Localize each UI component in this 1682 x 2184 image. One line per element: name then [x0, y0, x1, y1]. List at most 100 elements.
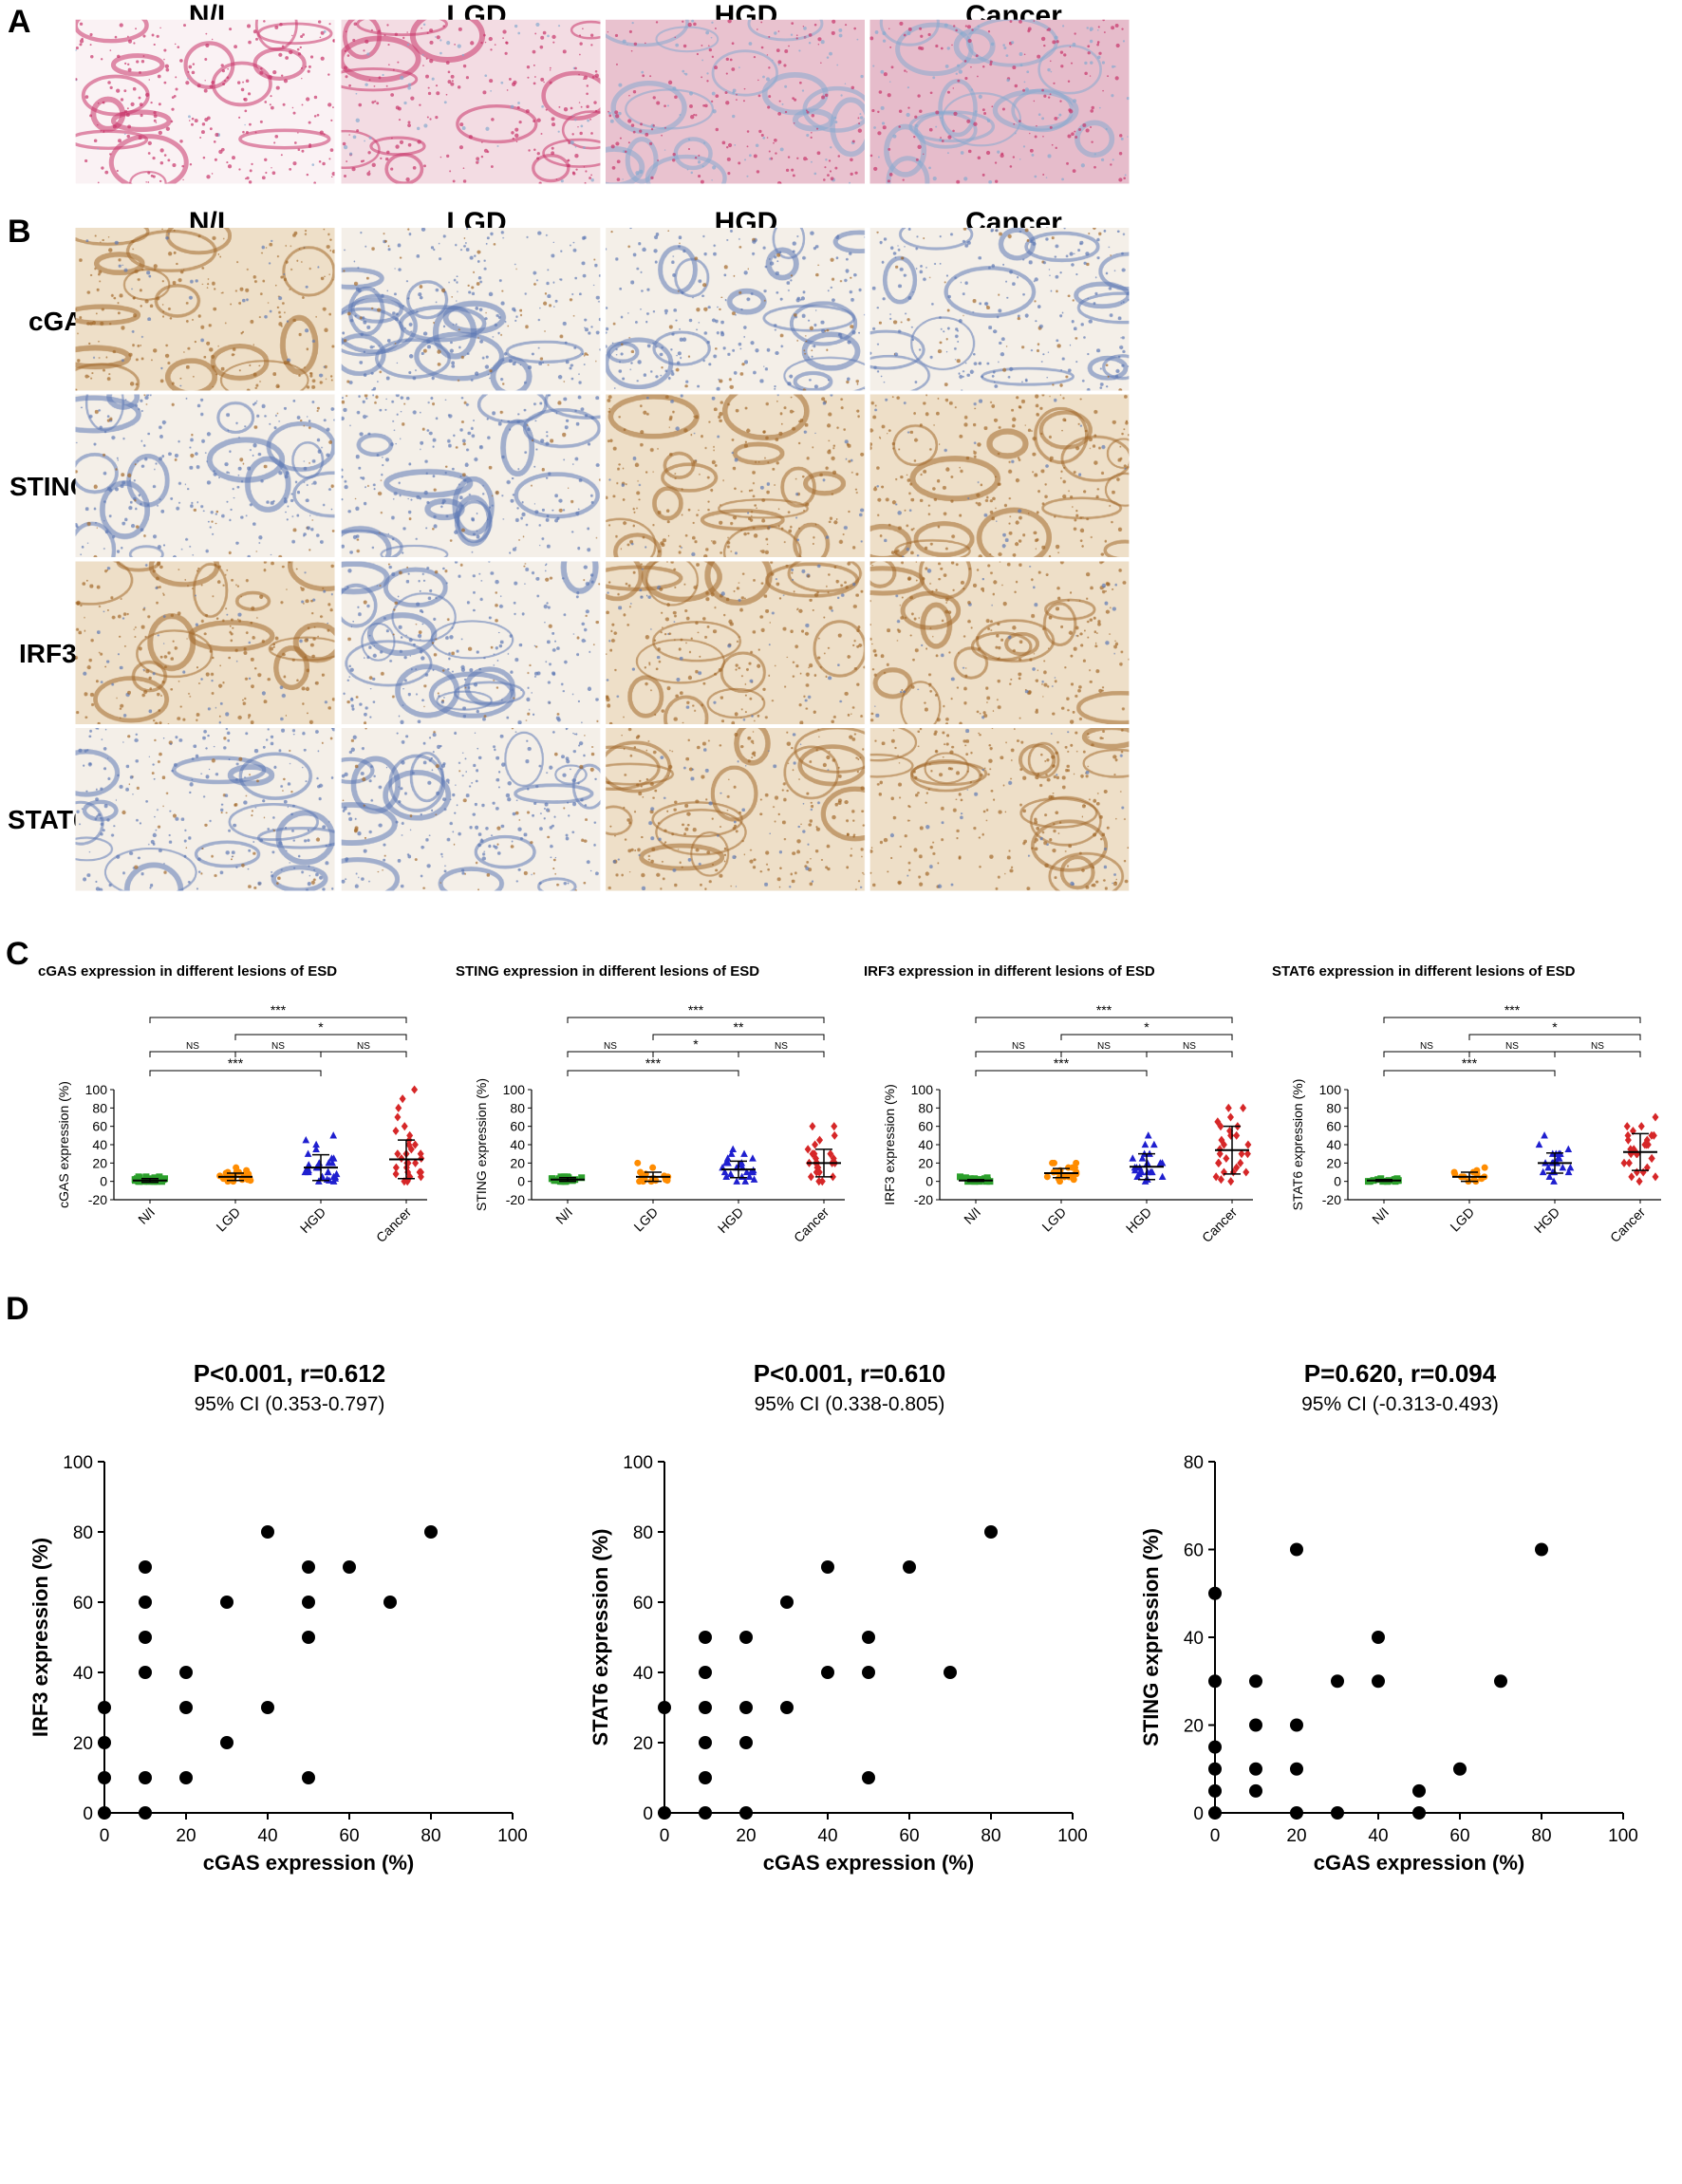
- correlation-ci: 95% CI (-0.313-0.493): [1301, 1393, 1499, 1415]
- data-point: [1393, 1175, 1401, 1183]
- y-tick-label: 20: [918, 1155, 933, 1170]
- y-tick-label: 80: [633, 1523, 653, 1543]
- data-point: [139, 1560, 152, 1574]
- ihc-image-sting-lgd: [341, 394, 601, 558]
- data-point: [329, 1131, 338, 1139]
- data-point: [142, 1173, 150, 1181]
- significance-label: NS: [1420, 1041, 1433, 1052]
- data-point: [1216, 1149, 1224, 1159]
- x-tick-label: 40: [817, 1826, 837, 1846]
- significance-label: *: [1144, 1019, 1149, 1035]
- data-point: [312, 1140, 320, 1148]
- y-tick-label: 80: [510, 1100, 525, 1115]
- data-point: [1156, 1159, 1165, 1167]
- correlation-xlabel: cGAS expression (%): [763, 1851, 975, 1875]
- y-tick-label: 60: [73, 1594, 93, 1614]
- data-point: [1629, 1126, 1636, 1136]
- data-point: [727, 1149, 736, 1157]
- correlation-ylabel: STING expression (%): [1139, 1528, 1163, 1746]
- data-point: [404, 1167, 412, 1177]
- y-tick-label: 20: [1184, 1717, 1204, 1737]
- y-tick-label: 20: [73, 1734, 93, 1754]
- data-point: [1541, 1131, 1548, 1139]
- data-point: [1055, 1175, 1062, 1183]
- significance-label: NS: [186, 1041, 199, 1052]
- data-point: [1559, 1163, 1567, 1171]
- data-point: [699, 1771, 712, 1784]
- data-point: [1535, 1542, 1548, 1557]
- data-point: [1290, 1806, 1303, 1820]
- significance-label: ***: [1504, 1002, 1521, 1017]
- correlation-plot-5: P<0.001, r=0.610 95% CI (0.338-0.805) 0 20 4…: [589, 1359, 1088, 1875]
- ihc-image-irf3-hgd: [605, 561, 866, 724]
- data-point: [405, 1140, 413, 1149]
- data-point: [1494, 1674, 1507, 1689]
- x-category-label: Cancer: [373, 1204, 414, 1245]
- data-point: [658, 1701, 671, 1714]
- data-point: [411, 1085, 419, 1094]
- data-point: [1290, 1542, 1303, 1557]
- data-point: [1208, 1674, 1222, 1689]
- data-point: [161, 1175, 169, 1183]
- y-tick-label: 100: [1319, 1082, 1342, 1097]
- data-point: [243, 1167, 251, 1174]
- data-point: [1217, 1122, 1224, 1131]
- data-point: [578, 1174, 586, 1182]
- data-point: [1208, 1806, 1222, 1820]
- data-point: [957, 1173, 964, 1181]
- data-point: [983, 1174, 991, 1182]
- y-tick-label: 40: [1184, 1629, 1204, 1649]
- dotplot-title: cGAS expression in different lesions of …: [38, 963, 337, 980]
- data-point: [302, 1135, 310, 1144]
- data-point: [395, 1103, 402, 1112]
- data-point: [1223, 1153, 1230, 1164]
- y-tick-label: 0: [83, 1804, 93, 1824]
- data-point: [1249, 1674, 1262, 1689]
- data-point: [1243, 1167, 1250, 1177]
- dotplot-2: IRF3 expression in different lesions of …: [864, 963, 1253, 1245]
- y-tick-label: 80: [1326, 1100, 1341, 1115]
- y-tick-label: 100: [911, 1082, 934, 1097]
- data-point: [804, 1145, 812, 1154]
- data-point: [699, 1736, 712, 1749]
- data-point: [1633, 1167, 1640, 1177]
- data-point: [699, 1631, 712, 1644]
- data-point: [649, 1164, 657, 1171]
- data-point: [812, 1153, 819, 1164]
- data-point: [1212, 1172, 1220, 1182]
- data-point: [179, 1701, 193, 1714]
- stain-image-a-lgd: [341, 19, 601, 184]
- data-point: [325, 1159, 333, 1167]
- dotplot-ylabel: cGAS expression (%): [56, 1081, 71, 1208]
- data-point: [830, 1153, 837, 1164]
- data-point: [302, 1560, 315, 1574]
- x-tick-label: 40: [257, 1826, 277, 1846]
- x-category-label: HGD: [1531, 1204, 1562, 1236]
- data-point: [1043, 1173, 1051, 1181]
- data-point: [1220, 1167, 1227, 1177]
- data-point: [831, 1122, 838, 1131]
- data-point: [318, 1172, 327, 1180]
- ihc-image-stat6-ni: [75, 727, 335, 891]
- data-point: [1208, 1740, 1222, 1754]
- data-point: [412, 1158, 420, 1167]
- ihc-image-stat6-cancer: [869, 727, 1130, 891]
- data-point: [98, 1736, 111, 1749]
- data-point: [637, 1168, 645, 1176]
- data-point: [383, 1596, 397, 1609]
- data-point: [1215, 1158, 1223, 1167]
- significance-label: NS: [1183, 1041, 1196, 1052]
- x-tick-label: 0: [100, 1826, 110, 1846]
- data-point: [699, 1666, 712, 1679]
- data-point: [1453, 1762, 1467, 1776]
- y-tick-label: 80: [918, 1100, 933, 1115]
- data-point: [966, 1175, 974, 1183]
- ihc-image-irf3-cancer: [869, 561, 1130, 724]
- data-point: [1643, 1135, 1651, 1145]
- data-point: [1238, 1149, 1245, 1159]
- data-point: [156, 1173, 163, 1181]
- data-point: [1073, 1159, 1080, 1167]
- data-point: [739, 1631, 753, 1644]
- y-tick-label: 0: [100, 1174, 107, 1189]
- data-point: [139, 1806, 152, 1820]
